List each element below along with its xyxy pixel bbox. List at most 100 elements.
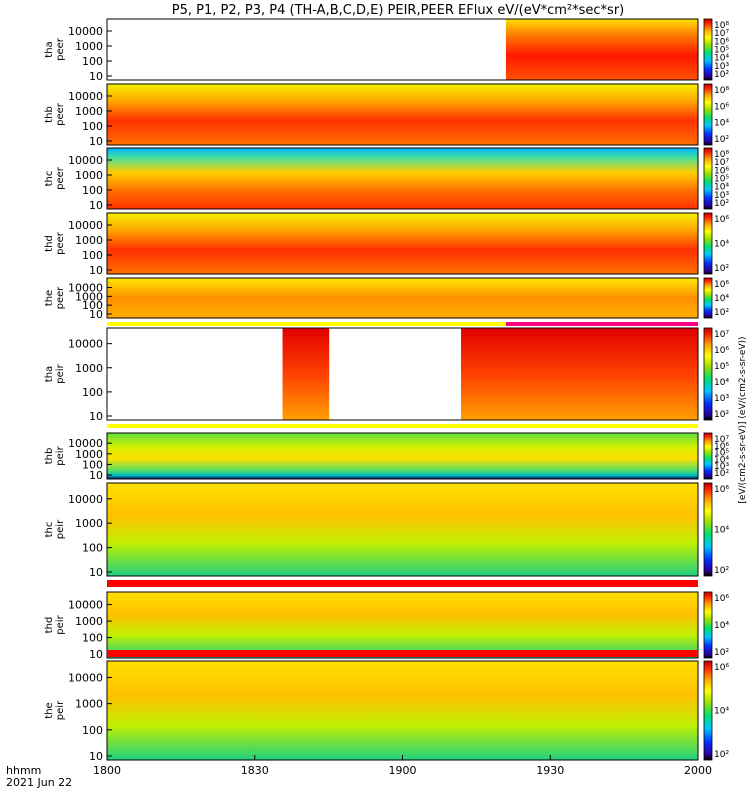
- colorbar-tick-label: 10²: [714, 410, 729, 420]
- colorbar-tick-label: 10⁷: [714, 330, 729, 340]
- quality-flag-bar: [107, 650, 698, 657]
- colorbar-tick-label: 10⁵: [714, 46, 729, 56]
- colorbar: [703, 432, 713, 480]
- y-tick-label: 100: [82, 249, 103, 262]
- panel-ylabel-probe: tha: [44, 366, 55, 382]
- colorbar: [703, 212, 713, 275]
- spectrogram-panel: [107, 433, 698, 479]
- colorbar-tick-label: 10⁶: [714, 102, 729, 112]
- y-tick-label: 10: [89, 70, 103, 83]
- quality-flag-bar: [505, 322, 698, 326]
- y-tick-label: 10: [89, 264, 103, 277]
- colorbar-tick-label: 10⁴: [714, 621, 729, 631]
- panel-frame: [106, 147, 699, 210]
- colorbar-tick-label: 10⁶: [714, 37, 729, 47]
- spectrogram-panel: [107, 84, 698, 145]
- panel-ylabel-quantity: peir: [55, 445, 66, 465]
- quality-flag-bar: [107, 424, 698, 428]
- colorbar-tick-label: 10⁶: [714, 485, 729, 495]
- colorbar-tick-label: 10⁷: [714, 29, 729, 39]
- y-tick-label: 1000: [75, 40, 103, 53]
- y-tick-label: 1000: [75, 105, 103, 118]
- y-tick-label: 100: [82, 632, 103, 645]
- y-tick-label: 10: [89, 566, 103, 579]
- x-tick-label: 2000: [684, 764, 712, 777]
- colorbar-tick-label: 10²: [714, 469, 729, 479]
- panel-ylabel-quantity: peer: [55, 286, 66, 310]
- y-tick-label: 1000: [75, 290, 103, 303]
- y-tick-label: 100: [82, 386, 103, 399]
- panel-frame: [106, 432, 699, 480]
- quality-flag-bar: [107, 580, 698, 587]
- y-tick-label: 100: [82, 55, 103, 68]
- colorbar-tick-label: 10⁷: [714, 158, 729, 168]
- y-tick-label: 10000: [68, 282, 103, 295]
- colorbar-tick-label: 10²: [714, 70, 729, 80]
- spectrogram-panel: [107, 483, 698, 576]
- panel-frame: [106, 18, 699, 81]
- panel-ylabel-quantity: peer: [55, 231, 66, 255]
- colorbar-tick-label: 10²: [714, 648, 729, 658]
- colorbar: [703, 660, 713, 761]
- panel-ylabel-quantity: peir: [55, 614, 66, 634]
- y-tick-label: 10000: [68, 154, 103, 167]
- colorbar-tick-label: 10²: [714, 566, 729, 576]
- panel-frame: [106, 83, 699, 146]
- no-data-region: [329, 328, 462, 420]
- colorbar-tick-label: 10²: [714, 308, 729, 318]
- spectrogram-panel: [107, 661, 698, 760]
- colorbar-tick-label: 10⁴: [714, 240, 729, 250]
- panel-frame: [106, 212, 699, 275]
- y-tick-label: 100: [82, 542, 103, 555]
- y-tick-label: 1000: [75, 448, 103, 461]
- colorbar-tick-label: 10⁵: [714, 175, 729, 185]
- colorbar-tick-label: 10⁸: [714, 86, 729, 96]
- y-tick-label: 100: [82, 120, 103, 133]
- y-tick-label: 10000: [68, 599, 103, 612]
- spectrogram-panel: [107, 148, 698, 209]
- y-tick-label: 10000: [68, 437, 103, 450]
- colorbar-tick-label: 10⁴: [714, 54, 729, 64]
- figure-title: P5, P1, P2, P3, P4 (TH-A,B,C,D,E) PEIR,P…: [172, 3, 625, 18]
- colorbar-tick-label: 10³: [714, 394, 729, 404]
- panel-frame: [106, 591, 699, 659]
- colorbar-tick-label: 10⁵: [714, 449, 729, 459]
- spectrogram-panel: [107, 278, 698, 318]
- colorbar-tick-label: 10⁶: [714, 442, 729, 452]
- colorbar-tick-label: 10²: [714, 199, 729, 209]
- x-tick-label: 1830: [241, 764, 269, 777]
- y-tick-label: 10: [89, 750, 103, 763]
- colorbar-tick-label: 10⁶: [714, 166, 729, 176]
- y-tick-label: 1000: [75, 698, 103, 711]
- panel-ylabel-quantity: peer: [55, 166, 66, 190]
- colorbar-tick-label: 10⁴: [714, 455, 729, 465]
- panel-frame: [106, 327, 699, 421]
- y-tick-label: 10: [89, 410, 103, 423]
- colorbar-tick-label: 10³: [714, 62, 729, 72]
- panel-frame: [106, 482, 699, 577]
- colorbar: [703, 327, 713, 421]
- y-tick-label: 10: [89, 135, 103, 148]
- y-tick-label: 100: [82, 184, 103, 197]
- colorbar-tick-label: 10⁸: [714, 150, 729, 160]
- panel-ylabel-quantity: peer: [55, 102, 66, 126]
- panel-ylabel-probe: the: [44, 702, 55, 718]
- y-tick-label: 10000: [68, 671, 103, 684]
- colorbar-tick-label: 10⁷: [714, 435, 729, 445]
- colorbar: [703, 147, 713, 210]
- colorbar-tick-label: 10⁶: [714, 663, 729, 673]
- y-tick-label: 100: [82, 299, 103, 312]
- quality-flag-bar: [107, 322, 506, 326]
- x-tick-label: 1800: [93, 764, 121, 777]
- colorbar-tick-label: 10⁵: [714, 362, 729, 372]
- y-tick-label: 10: [89, 648, 103, 661]
- colorbar-tick-label: 10³: [714, 191, 729, 201]
- y-tick-label: 1000: [75, 362, 103, 375]
- panel-ylabel-quantity: peir: [55, 700, 66, 720]
- time-axis-label: hhmm: [6, 764, 41, 777]
- colorbar-tick-label: 10⁶: [714, 594, 729, 604]
- panel-ylabel-probe: thd: [44, 617, 55, 634]
- panel-ylabel-quantity: peir: [55, 363, 66, 383]
- no-data-region: [107, 19, 506, 80]
